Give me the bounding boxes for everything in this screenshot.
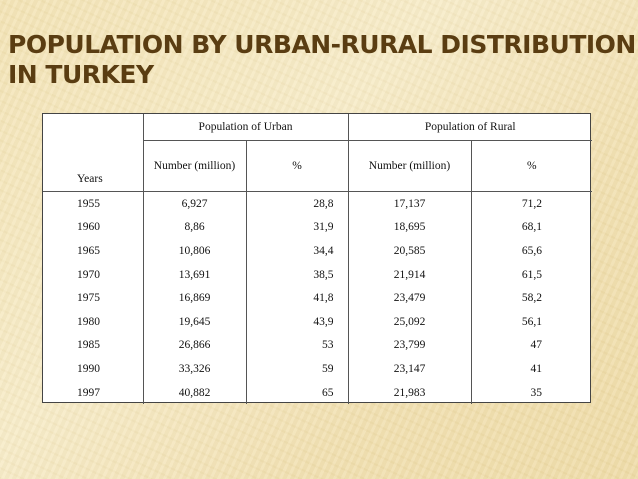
table-row: 1970 13,691 38,5 21,914 61,5 bbox=[43, 262, 592, 287]
rural-pct-header: % bbox=[471, 140, 592, 192]
rural-number-cell: 21,983 bbox=[348, 380, 472, 405]
rural-number-header: Number (million) bbox=[348, 140, 472, 192]
year-cell: 1955 bbox=[43, 191, 144, 216]
rural-number-cell: 17,137 bbox=[348, 191, 472, 216]
urban-pct-cell: 34,4 bbox=[246, 239, 349, 263]
urban-number-cell: 19,645 bbox=[143, 309, 247, 334]
urban-number-cell: 40,882 bbox=[143, 380, 247, 405]
years-header: Years bbox=[43, 114, 144, 192]
table-row: 1960 8,86 31,9 18,695 68,1 bbox=[43, 215, 592, 240]
table-row: 1990 33,326 59 23,147 41 bbox=[43, 357, 592, 381]
header-row-groups: Years Population of Urban Population of … bbox=[43, 114, 592, 192]
data-table: Years Population of Urban Population of … bbox=[43, 114, 592, 405]
year-cell: 1990 bbox=[43, 357, 144, 381]
table-row: 1980 19,645 43,9 25,092 56,1 bbox=[43, 309, 592, 334]
title-line-2: IN TURKEY bbox=[8, 60, 154, 89]
rural-pct-cell: 41 bbox=[530, 362, 543, 375]
urban-pct-cell: 59 bbox=[246, 357, 349, 381]
year-cell: 1965 bbox=[43, 239, 144, 263]
year-cell: 1980 bbox=[43, 309, 144, 334]
rural-number-cell: 18,695 bbox=[348, 215, 472, 240]
year-cell: 1975 bbox=[43, 286, 144, 310]
rural-pct-cell: 56,1 bbox=[521, 315, 542, 328]
header-row-subs: Number (million) % Number (million) % bbox=[43, 140, 592, 192]
urban-number-cell: 13,691 bbox=[143, 262, 247, 287]
urban-pct-cell: 38,5 bbox=[246, 262, 349, 287]
urban-number-cell: 8,86 bbox=[143, 215, 247, 240]
urban-pct-cell: 41,8 bbox=[246, 286, 349, 310]
rural-pct-cell: 61,5 bbox=[521, 268, 542, 281]
rural-pct-cell: 47 bbox=[530, 339, 543, 352]
urban-pct-cell: 31,9 bbox=[246, 215, 349, 240]
urban-pct-cell: 53 bbox=[246, 333, 349, 358]
rural-pct-cell: 58,2 bbox=[521, 292, 542, 305]
table-row: 1975 16,869 41,8 23,479 58,2 bbox=[43, 286, 592, 310]
table-row: 1985 26,866 53 23,799 47 bbox=[43, 333, 592, 358]
rural-pct-cell: 35 bbox=[530, 386, 543, 399]
rural-header: Population of Rural bbox=[348, 114, 592, 141]
urban-pct-header: % bbox=[246, 140, 349, 192]
table-row: 1955 6,927 28,8 17,137 71,2 bbox=[43, 191, 592, 216]
urban-header: Population of Urban bbox=[143, 114, 349, 141]
urban-number-cell: 6,927 bbox=[143, 191, 247, 216]
rural-number-cell: 23,479 bbox=[348, 286, 472, 310]
table-body: 1955 6,927 28,8 17,137 71,2 1960 8,86 31,9 18,69… bbox=[43, 191, 592, 405]
rural-number-cell: 20,585 bbox=[348, 239, 472, 263]
rural-number-cell: 23,147 bbox=[348, 357, 472, 381]
rural-number-cell: 23,799 bbox=[348, 333, 472, 358]
rural-pct-cell: 65,6 bbox=[521, 244, 542, 257]
urban-number-cell: 26,866 bbox=[143, 333, 247, 358]
table-row: 1997 40,882 65 21,983 35 bbox=[43, 380, 592, 405]
urban-pct-cell: 28,8 bbox=[246, 191, 349, 216]
urban-pct-cell: 65 bbox=[246, 380, 349, 405]
rural-number-cell: 25,092 bbox=[348, 309, 472, 334]
rural-pct-cell: 68,1 bbox=[521, 221, 542, 234]
urban-number-cell: 10,806 bbox=[143, 239, 247, 263]
population-table: Years Population of Urban Population of … bbox=[42, 113, 592, 405]
rural-pct-cell: 71,2 bbox=[521, 197, 542, 210]
year-cell: 1970 bbox=[43, 262, 144, 287]
urban-number-cell: 33,326 bbox=[143, 357, 247, 381]
title-line-1: POPULATION BY URBAN-RURAL DISTRIBUTION bbox=[8, 30, 636, 59]
year-cell: 1960 bbox=[43, 215, 144, 240]
year-cell: 1985 bbox=[43, 333, 144, 358]
urban-number-header: Number (million) bbox=[143, 140, 247, 192]
urban-pct-cell: 43,9 bbox=[246, 309, 349, 334]
page-title: POPULATION BY URBAN-RURAL DISTRIBUTION I… bbox=[8, 30, 636, 90]
table-row: 1965 10,806 34,4 20,585 65,6 bbox=[43, 239, 592, 263]
rural-number-cell: 21,914 bbox=[348, 262, 472, 287]
year-cell: 1997 bbox=[43, 380, 144, 405]
urban-number-cell: 16,869 bbox=[143, 286, 247, 310]
